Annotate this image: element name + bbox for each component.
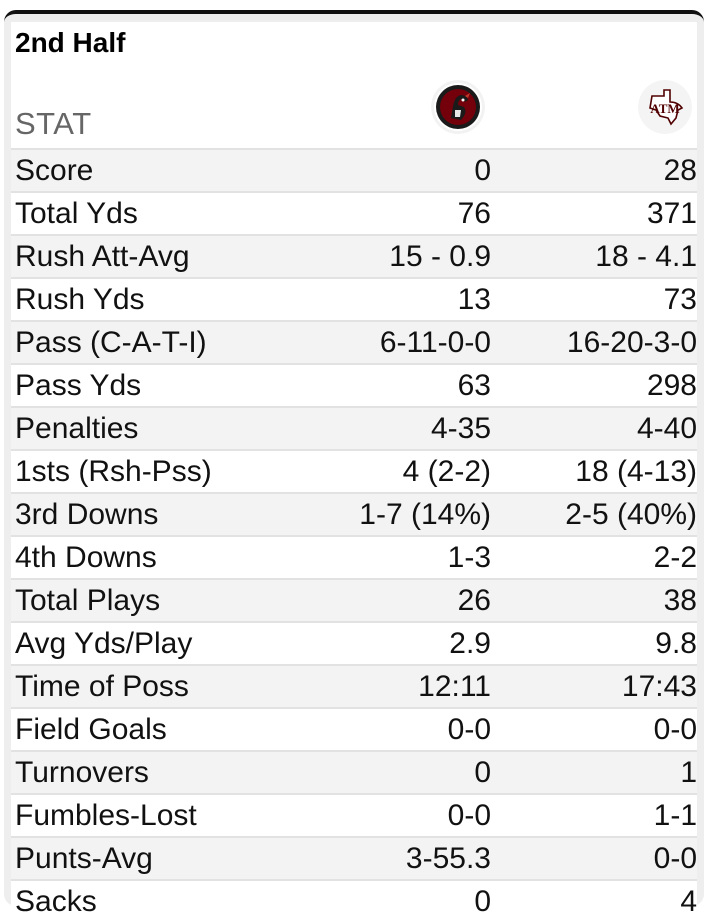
team2-value: 1-1: [653, 799, 697, 832]
team1-value: 4-35: [430, 412, 491, 445]
team1-value: 4 (2-2): [402, 455, 491, 488]
team2-value: 4-40: [636, 412, 697, 445]
team2-value: 298: [646, 369, 697, 402]
table-row: 1sts (Rsh-Pss) 4 (2-2) 18 (4-13): [11, 449, 697, 492]
table-row: Field Goals 0-0 0-0: [11, 707, 697, 750]
stat-label: Avg Yds/Play: [15, 627, 193, 660]
stat-label: Rush Att-Avg: [15, 240, 190, 273]
table-row: Total Plays 26 38: [11, 578, 697, 621]
team1-value: 76: [457, 197, 491, 230]
stat-label: Punts-Avg: [15, 842, 153, 875]
stats-panel: 2nd Half STAT ATM: [11, 22, 697, 922]
team2-value: 371: [646, 197, 697, 230]
stat-label: Total Yds: [15, 197, 138, 230]
team1-value: 12:11: [418, 670, 491, 703]
table-row: Score 0 28: [11, 148, 697, 191]
stat-label: Pass (C-A-T-I): [15, 326, 207, 359]
team1-value: 13: [457, 283, 491, 316]
table-row: Rush Att-Avg 15 - 0.9 18 - 4.1: [11, 234, 697, 277]
stat-label: 3rd Downs: [15, 498, 159, 531]
stat-label: Pass Yds: [15, 369, 142, 402]
team1-value: 26: [457, 584, 491, 617]
team1-value: 3-55.3: [405, 842, 491, 875]
table-row: 3rd Downs 1-7 (14%) 2-5 (40%): [11, 492, 697, 535]
table-row: Pass Yds 63 298: [11, 363, 697, 406]
south-carolina-logo-icon: [431, 80, 485, 134]
stat-label: Score: [15, 154, 94, 187]
team2-value: 0-0: [653, 713, 697, 746]
team1-value: 0: [474, 885, 491, 918]
team2-value: 16-20-3-0: [566, 326, 697, 359]
team2-value: 4: [680, 885, 697, 918]
table-row: Rush Yds 13 73: [11, 277, 697, 320]
team2-value: 17:43: [621, 670, 697, 703]
team1-value: 0-0: [447, 713, 491, 746]
team1-value: 15 - 0.9: [389, 240, 491, 273]
table-row: Turnovers 0 1: [11, 750, 697, 793]
table-row: 4th Downs 1-3 2-2: [11, 535, 697, 578]
stat-label: Turnovers: [15, 756, 149, 789]
team2-value: 28: [663, 154, 697, 187]
svg-text:ATM: ATM: [650, 101, 679, 116]
table-row: Penalties 4-35 4-40: [11, 406, 697, 449]
stat-label: Time of Poss: [15, 670, 189, 703]
section-title: 2nd Half: [15, 27, 126, 58]
table-row: Time of Poss 12:11 17:43: [11, 664, 697, 707]
team2-value: 2-2: [653, 541, 697, 574]
team1-value: 2.9: [449, 627, 491, 660]
table-row: Pass (C-A-T-I) 6-11-0-0 16-20-3-0: [11, 320, 697, 363]
stat-column-header: STAT: [15, 106, 92, 141]
table-header: STAT ATM: [11, 76, 697, 144]
team2-value: 38: [663, 584, 697, 617]
table-row: Punts-Avg 3-55.3 0-0: [11, 836, 697, 879]
team2-value: 18 - 4.1: [595, 240, 697, 273]
stat-label: Rush Yds: [15, 283, 145, 316]
stat-label: 1sts (Rsh-Pss): [15, 455, 212, 488]
stat-label: Penalties: [15, 412, 139, 445]
table-row: Avg Yds/Play 2.9 9.8: [11, 621, 697, 664]
team2-value: 0-0: [653, 842, 697, 875]
team1-value: 63: [457, 369, 491, 402]
table-row: Total Yds 76 371: [11, 191, 697, 234]
stat-label: Field Goals: [15, 713, 167, 746]
team2-value: 1: [680, 756, 697, 789]
stat-label: Sacks: [15, 885, 97, 918]
team2-value: 2-5 (40%): [565, 498, 697, 531]
stat-label: 4th Downs: [15, 541, 157, 574]
table-row: Fumbles-Lost 0-0 1-1: [11, 793, 697, 836]
team2-value: 18 (4-13): [575, 455, 697, 488]
team1-value: 6-11-0-0: [379, 326, 491, 359]
stats-card: 2nd Half STAT ATM: [4, 10, 704, 922]
texas-am-logo-icon: ATM: [638, 80, 692, 134]
team1-value: 0-0: [447, 799, 491, 832]
team1-value: 0: [474, 154, 491, 187]
stat-label: Total Plays: [15, 584, 161, 617]
team2-value: 73: [663, 283, 697, 316]
table-row: Sacks 0 4: [11, 879, 697, 922]
team1-value: 1-7 (14%): [359, 498, 491, 531]
team2-value: 9.8: [655, 627, 697, 660]
team1-value: 1-3: [447, 541, 491, 574]
stat-label: Fumbles-Lost: [15, 799, 197, 832]
stats-table-body: Score 0 28 Total Yds 76 371 Rush Att-Avg 15 - 0…: [11, 148, 697, 922]
team1-value: 0: [474, 756, 491, 789]
